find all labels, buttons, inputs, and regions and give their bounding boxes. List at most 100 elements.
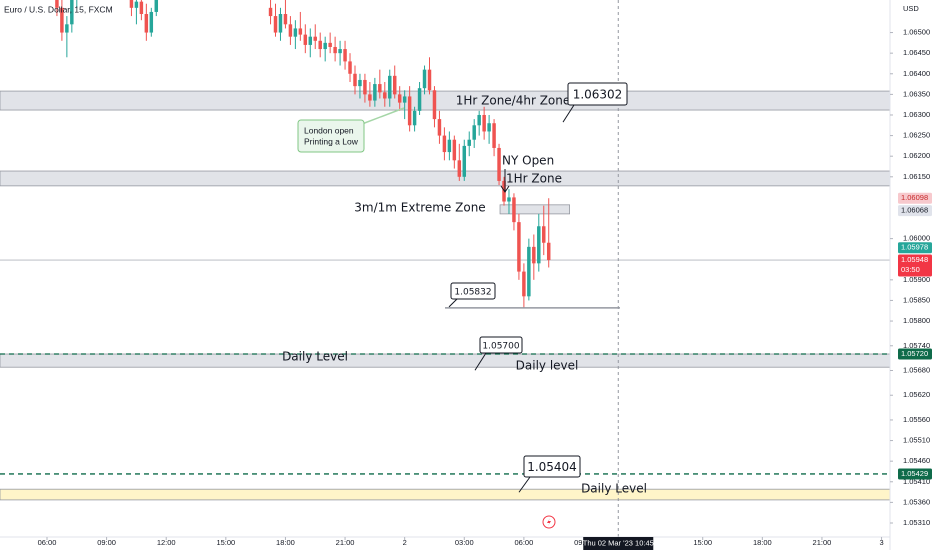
candle-body: [333, 46, 337, 54]
zone-label: Daily Level: [282, 350, 348, 364]
candle-body: [522, 271, 526, 297]
plot-area: [0, 0, 890, 537]
candle-body: [447, 139, 452, 153]
note-text: Printing a Low: [304, 136, 359, 146]
price-label: 1.05720: [901, 349, 928, 358]
candle-body: [378, 84, 382, 93]
currency: USD: [903, 4, 919, 13]
candle-body: [512, 197, 516, 223]
callout-label: 1.05700: [482, 342, 519, 352]
note-box: [297, 119, 365, 153]
candle-body: [149, 11, 154, 33]
price-label: 1.06098: [901, 193, 928, 202]
y-tick-label: 1.06350: [903, 89, 930, 98]
y-tick-label: 1.06150: [903, 172, 930, 181]
candle-body: [537, 226, 541, 264]
y-tick-label: 1.05310: [903, 518, 930, 527]
candle-body: [472, 125, 476, 140]
candle-body: [517, 222, 521, 272]
candle-body: [422, 69, 427, 89]
y-tick-label: 1.06000: [903, 234, 930, 243]
y-tick-label: 1.05680: [903, 365, 930, 374]
candle-body: [55, 0, 59, 8]
candle-body: [432, 90, 437, 120]
candle-body: [328, 42, 332, 47]
price-label: 1.06068: [901, 206, 928, 215]
candle-body: [368, 94, 372, 101]
candle-body: [273, 16, 278, 33]
zone: [499, 204, 570, 215]
y-tick-label: 1.05510: [903, 436, 930, 445]
candle-body: [407, 96, 412, 126]
candle-body: [373, 84, 377, 101]
candle-body: [457, 160, 462, 177]
candle-body: [308, 36, 313, 45]
candle-body: [462, 145, 467, 177]
candle-body: [427, 69, 432, 91]
candle-body: [442, 135, 447, 153]
candle-body: [313, 36, 317, 41]
chart-title: Euro / U.S. Dollar, 15, FXCM: [4, 4, 113, 14]
crosshair-time-label: Thu 02 Mar '23 10:45: [583, 538, 654, 547]
price-label-bg: [898, 348, 932, 360]
candle-body: [358, 79, 362, 87]
zone-label: Daily Level: [581, 482, 647, 496]
candle-body: [278, 14, 283, 33]
zone: [0, 90, 890, 111]
candle-body: [154, 0, 159, 12]
candle-body: [482, 114, 486, 132]
x-tick-label: 18:00: [276, 538, 295, 547]
price-label-bg: [898, 254, 932, 277]
note-connector: [361, 107, 405, 125]
callout-pointer: [448, 298, 458, 308]
x-tick-label: 15:00: [693, 538, 712, 547]
y-tick-label: 1.05740: [903, 341, 930, 350]
candle-body: [298, 28, 303, 35]
lightning-icon[interactable]: [542, 515, 556, 529]
y-tick-label: 1.05560: [903, 415, 930, 424]
candle-body: [383, 92, 387, 99]
y-tick-label: 1.05460: [903, 456, 930, 465]
crosshair-time-bg: [583, 537, 654, 550]
zone-label: 1Hr Zone: [506, 172, 562, 186]
price-label-bg: [898, 468, 932, 480]
price-countdown: 03:50: [901, 265, 920, 274]
candle-body: [343, 49, 347, 62]
candle-body: [134, 1, 139, 8]
candle-body: [437, 119, 442, 136]
candle-body: [388, 75, 392, 99]
annotation-text: NY Open: [502, 154, 554, 168]
candle-body: [129, 0, 134, 8]
candle-body: [412, 110, 417, 126]
candle-body: [532, 246, 536, 264]
callout-pointer: [474, 352, 487, 371]
note-text: London open: [304, 125, 354, 135]
candle-body: [542, 226, 546, 243]
candle-body: [527, 246, 531, 297]
candle-body: [497, 147, 501, 181]
x-tick-label: 15:00: [216, 538, 235, 547]
y-tick-label: 1.05800: [903, 316, 930, 325]
x-tick-label: 06:00: [38, 538, 57, 547]
candle-body: [417, 88, 422, 111]
candle-body: [363, 79, 367, 95]
x-tick-label: 2: [403, 538, 407, 547]
y-tick-label: 1.05410: [903, 477, 930, 486]
candle-body: [268, 7, 273, 17]
candle-body: [452, 139, 457, 161]
candle-body: [303, 34, 308, 45]
x-tick-label: 06:00: [514, 538, 533, 547]
candle-body: [546, 242, 551, 261]
candle-body: [283, 14, 288, 25]
callout-label: 1.06302: [573, 88, 623, 102]
callout-pointer: [518, 476, 531, 493]
candle-body: [288, 24, 293, 37]
price-label-bg: [898, 192, 932, 204]
candle-body: [507, 197, 511, 202]
callout-box: [450, 282, 496, 300]
candle-body: [65, 24, 69, 33]
price-label-bg: [898, 242, 932, 254]
x-tick-label: 12:00: [157, 538, 176, 547]
